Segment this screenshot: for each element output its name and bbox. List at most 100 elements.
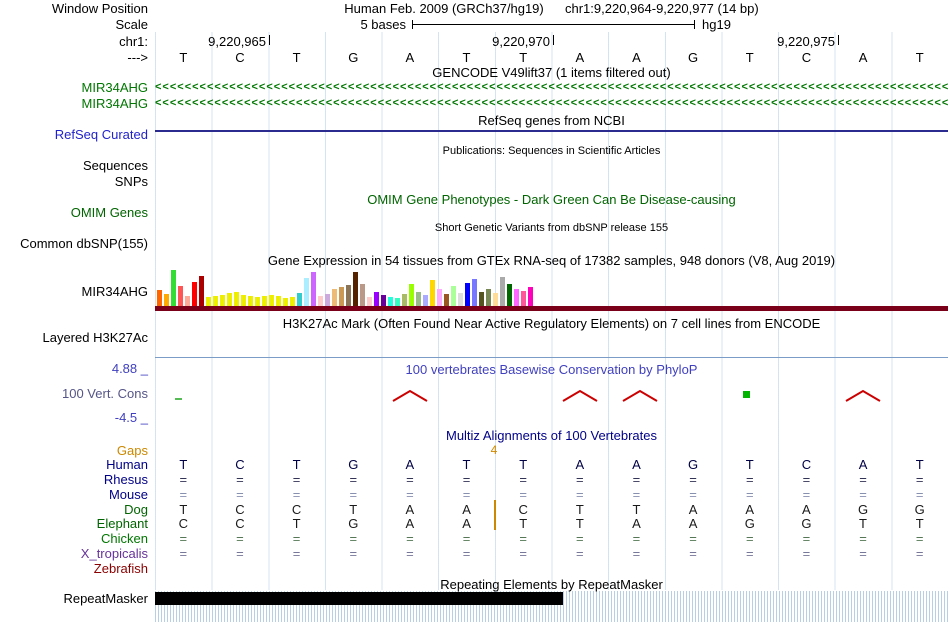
alignment-base: C (235, 457, 245, 472)
sidebar-label-mouse[interactable]: Mouse (108, 487, 148, 502)
gencode-track-title[interactable]: GENCODE V49lift37 (1 items filtered out) (432, 65, 671, 80)
refseq-gene-line[interactable] (155, 130, 948, 132)
alignment-base: = (236, 472, 244, 487)
sidebar-label-zebrafish[interactable]: Zebrafish (93, 561, 148, 576)
alignment-base: = (462, 472, 471, 487)
alignment-base: G (801, 516, 812, 531)
gtex-tissue-bar (381, 295, 386, 306)
gtex-tissue-bar (269, 295, 274, 306)
base-guidelines (155, 32, 948, 590)
alignment-base: A (632, 457, 641, 472)
gencode-gene-label-1[interactable]: MIR34AHG (81, 80, 148, 95)
gtex-tissue-bar (290, 297, 295, 306)
base-letter: T (462, 50, 471, 65)
gtex-tissue-bar (178, 286, 183, 306)
phylop-max-value: 4.88 _ (111, 361, 148, 376)
omim-genes-label[interactable]: OMIM Genes (70, 205, 148, 220)
base-letter: T (179, 50, 188, 65)
alignment-base: = (462, 487, 471, 502)
alignment-base: = (859, 546, 867, 561)
publications-track-title[interactable]: Publications: Sequences in Scientific Ar… (442, 145, 661, 157)
gtex-track-title[interactable]: Gene Expression in 54 tissues from GTEx … (267, 253, 836, 268)
phylop-track-title[interactable]: 100 vertebrates Basewise Conservation by… (405, 362, 698, 377)
alignment-base: A (802, 502, 811, 517)
phylop-track-topline (155, 357, 948, 358)
alignment-base: = (236, 487, 244, 502)
alignment-base: = (349, 472, 358, 487)
alignment-base: A (575, 457, 585, 472)
alignment-base: = (689, 546, 697, 561)
gtex-tissue-bar (262, 296, 267, 306)
base-letter: G (348, 50, 359, 65)
gtex-tissue-bar (360, 284, 365, 306)
alignment-base: C (235, 516, 245, 531)
strand-arrow-label: ---> (127, 50, 148, 65)
alignment-base: = (632, 531, 641, 546)
sidebar-label-elephant[interactable]: Elephant (96, 516, 148, 531)
gencode-transcript-2[interactable]: <<<<<<<<<<<<<<<<<<<<<<<<<<<<<<<<<<<<<<<<… (155, 97, 948, 109)
sidebar-label-x_tropicalis[interactable]: X_tropicalis (80, 546, 148, 561)
gencode-transcript-1[interactable]: <<<<<<<<<<<<<<<<<<<<<<<<<<<<<<<<<<<<<<<<… (155, 81, 948, 93)
refseq-curated-label[interactable]: RefSeq Curated (54, 127, 148, 142)
alignment-base: = (859, 472, 867, 487)
dbsnp-label[interactable]: Common dbSNP(155) (20, 236, 148, 251)
snps-track-label[interactable]: SNPs (114, 174, 148, 189)
vert-cons-label[interactable]: 100 Vert. Cons (62, 386, 148, 401)
alignment-base: = (745, 487, 754, 502)
dbsnp-track-title[interactable]: Short Genetic Variants from dbSNP releas… (434, 222, 669, 234)
repeatmasker-element-bar[interactable] (155, 592, 563, 605)
alignment-base: = (802, 472, 811, 487)
gtex-tissue-bar (486, 289, 491, 306)
ruler-tick (553, 35, 554, 45)
alignment-base: = (406, 472, 414, 487)
sidebar-label-chicken[interactable]: Chicken (101, 531, 148, 546)
h3k27ac-label[interactable]: Layered H3K27Ac (42, 330, 148, 345)
alignment-base: G (348, 457, 359, 472)
gtex-tissue-bar (395, 298, 400, 306)
sidebar-label-human[interactable]: Human (106, 457, 148, 472)
gtex-tissue-bar (234, 292, 239, 306)
gtex-tissue-bar (402, 294, 407, 306)
sidebar-label-dog[interactable]: Dog (124, 502, 148, 517)
gtex-tissue-bar (220, 295, 225, 306)
gtex-tissue-bar (409, 284, 414, 306)
alignment-base: = (349, 546, 358, 561)
alignment-base: C (518, 502, 528, 517)
gtex-tissue-bar (185, 296, 190, 306)
h3k27ac-track-title[interactable]: H3K27Ac Mark (Often Found Near Active Re… (282, 316, 821, 331)
gtex-gene-label[interactable]: MIR34AHG (81, 284, 148, 299)
gtex-gene-model-line[interactable] (155, 306, 948, 311)
base-letter: A (632, 50, 641, 65)
alignment-base: T (915, 516, 924, 531)
base-letter: T (292, 50, 301, 65)
alignment-base: = (179, 472, 188, 487)
multiz-track-title[interactable]: Multiz Alignments of 100 Vertebrates (445, 428, 657, 443)
alignment-base: = (745, 546, 754, 561)
sidebar-label-rhesus[interactable]: Rhesus (103, 472, 148, 487)
repeatmasker-track-title[interactable]: Repeating Elements by RepeatMasker (440, 577, 663, 592)
alignment-base: C (235, 502, 245, 517)
alignment-base: = (859, 487, 867, 502)
refseq-track-title[interactable]: RefSeq genes from NCBI (478, 113, 625, 128)
gtex-tissue-bar (227, 293, 232, 306)
base-letter: C (801, 50, 812, 65)
alignment-base: = (292, 487, 301, 502)
scale-assembly: hg19 (702, 17, 731, 32)
omim-track-title[interactable]: OMIM Gene Phenotypes - Dark Green Can Be… (367, 192, 736, 207)
gtex-tissue-bar (241, 295, 246, 306)
sequences-track-label[interactable]: Sequences (82, 158, 148, 173)
gtex-tissue-bar (255, 297, 260, 306)
alignment-base: = (632, 546, 641, 561)
gencode-gene-label-2[interactable]: MIR34AHG (81, 96, 148, 111)
repeatmasker-label[interactable]: RepeatMasker (63, 591, 148, 606)
ruler-position-label: 9,220,970 (492, 34, 550, 49)
alignment-base: T (179, 502, 188, 517)
gtex-tissue-bar (283, 298, 288, 306)
alignment-base: = (576, 531, 584, 546)
alignment-base: A (462, 502, 471, 517)
